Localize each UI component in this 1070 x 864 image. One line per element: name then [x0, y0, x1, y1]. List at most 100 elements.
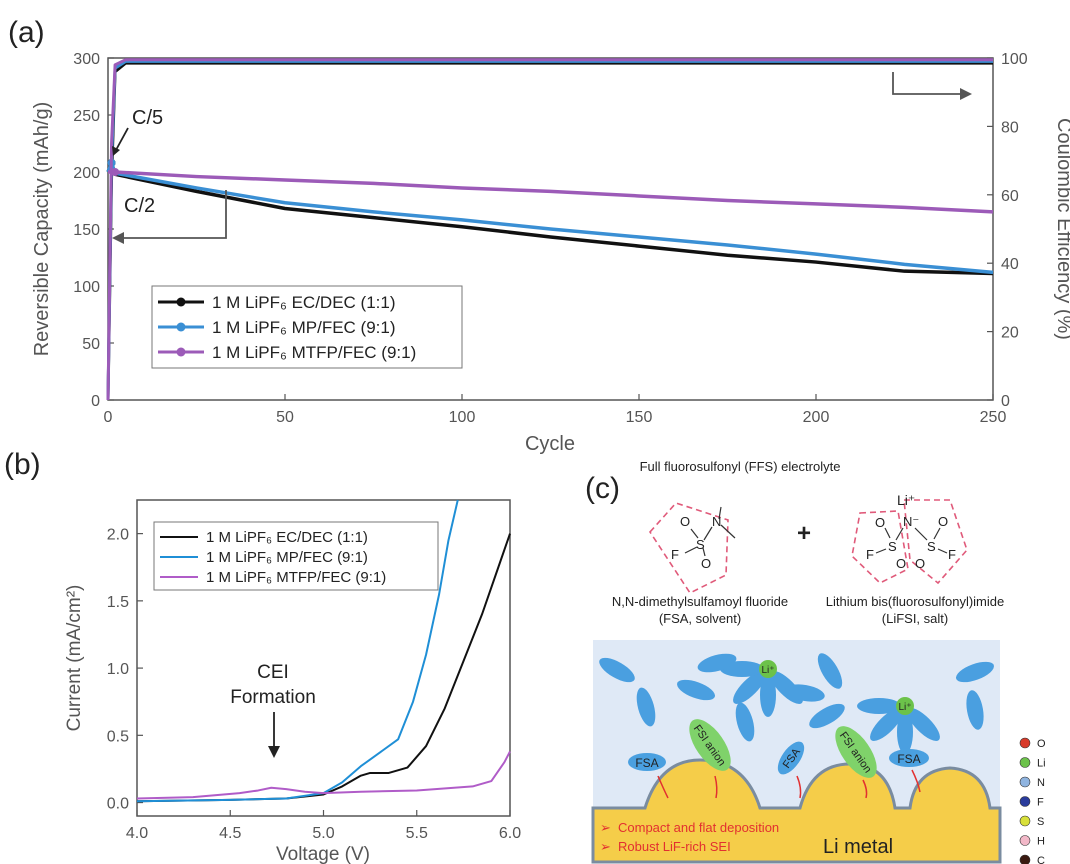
fsa-bond-n-me2	[720, 524, 736, 539]
shell-solvent	[906, 707, 940, 741]
annotation-formation: Formation	[230, 687, 316, 708]
fsa-bond-s-o-top	[690, 528, 699, 539]
lifsi-bond-5	[875, 548, 887, 554]
chart-b-xlabel: Voltage (V)	[276, 844, 370, 864]
solvent-name: N,N-dimethylsulfamoyl fluoride	[612, 594, 788, 609]
b-y-tick-label: 0.5	[107, 728, 129, 745]
lifsi-bond-4	[933, 527, 941, 540]
b-x-tick-label: 4.5	[219, 825, 241, 842]
lifsi-dashed-outline-2	[903, 499, 968, 585]
atom-legend-dot	[1019, 776, 1031, 788]
a-y2-tick-label: 20	[1001, 325, 1019, 342]
a-y-tick-label: 100	[73, 279, 100, 296]
fsa-bond-s-o-bot	[702, 547, 706, 557]
b-y-tick-label: 0.0	[107, 796, 129, 813]
fsa-bond-s-f	[684, 546, 698, 554]
a-y-tick-label: 150	[73, 222, 100, 239]
lifsi-atom-o2: O	[938, 514, 948, 529]
free-solvent	[956, 661, 994, 683]
chart-a-y2-ticks: 0 20 40 60 80 100	[987, 51, 1028, 410]
legend-b-label-2: 1 M LiPF₆ MP/FEC (9:1)	[206, 549, 368, 566]
a-y-tick-label: 250	[73, 108, 100, 125]
lifsi-li-plus: Li⁺	[897, 492, 915, 508]
shell-solvent	[733, 670, 767, 704]
lifsi-bond-1	[884, 527, 891, 539]
bullet-1: Compact and flat deposition	[618, 820, 779, 835]
b-series-3	[136, 750, 511, 800]
salt-abbr: (LiFSI, salt)	[882, 611, 948, 626]
capacity-axis-arrow	[122, 190, 227, 239]
lifsi-bond-3	[914, 527, 928, 541]
shell-solvent	[857, 698, 901, 714]
chart-b-x-ticks: 4.0 4.5 5.0 5.5 6.0	[126, 810, 521, 842]
legend-a-label-2: 1 M LiPF₆ MP/FEC (9:1)	[212, 318, 396, 337]
panel-label-c: (c)	[585, 472, 620, 505]
atom-legend-label: N	[1037, 777, 1045, 789]
a-x-tick-label: 0	[104, 409, 113, 426]
fsa-bond-s-n	[703, 526, 713, 541]
a-y-tick-label: 50	[82, 336, 100, 353]
scheme-plus: +	[797, 520, 811, 547]
annotation-c2: C/2	[124, 195, 155, 217]
free-solvent-molecules	[599, 653, 994, 742]
c5-arrow	[115, 127, 129, 151]
li-metal-label: Li metal	[823, 836, 893, 858]
atom-legend-label: Li	[1037, 758, 1046, 770]
fsa-molecule-3	[889, 749, 929, 767]
a-x-tick-label: 50	[276, 409, 294, 426]
li-ion	[896, 697, 914, 715]
li-ion-label: Li⁺	[761, 665, 774, 676]
fsa-atom-o1: O	[680, 514, 690, 529]
atom-legend-dot	[1019, 835, 1031, 846]
annotation-c5: C/5	[132, 107, 163, 129]
lifsi-atom-f1: F	[866, 547, 874, 562]
atom-legend-label: F	[1037, 797, 1044, 809]
chart-a-xlabel: Cycle	[525, 433, 575, 455]
lifsi-bond-2	[895, 527, 904, 541]
chart-b-legend: 1 M LiPF₆ EC/DEC (1:1) 1 M LiPF₆ MP/FEC …	[153, 521, 439, 591]
lifsi-bond-6	[937, 548, 948, 554]
fsa-atom-s: S	[696, 537, 705, 552]
salt-name: Lithium bis(fluorosulfonyl)imide	[826, 594, 1004, 609]
shell-solvent	[897, 710, 913, 754]
a-y2-tick-label: 60	[1001, 188, 1019, 205]
a-capacity-series-3	[108, 170, 994, 214]
chart-b-series	[136, 499, 511, 803]
red-arrow-4	[862, 779, 868, 799]
lifsi-molecule: Li⁺ O N⁻ O S S F O O F	[851, 492, 968, 585]
deposition-schematic: Li⁺Li⁺ FSA FSA FSA FSI anion FSI anion ➢…	[591, 640, 1002, 864]
panel-label-b: (b)	[4, 448, 41, 481]
legend-a-label-3: 1 M LiPF₆ MTFP/FEC (9:1)	[212, 343, 416, 362]
efficiency-axis-arrow-head	[960, 88, 972, 100]
chart-a-ylabel: Reversible Capacity (mAh/g)	[31, 102, 53, 357]
red-arrow-5	[911, 769, 921, 793]
atom-legend-dot	[1019, 796, 1031, 807]
free-solvent	[817, 653, 843, 689]
free-solvent	[636, 687, 656, 727]
fsi-anion-1	[689, 719, 731, 771]
annotation-cei: CEI	[257, 662, 289, 683]
c5-arrow-head	[112, 146, 120, 156]
free-solvent	[966, 690, 984, 730]
atom-legend-dot	[1019, 854, 1031, 864]
lifsi-dashed-outline-1	[851, 510, 909, 584]
chart-a-y-ticks: 0 50 100 150 200 250 300	[73, 51, 114, 410]
chart-b-y-ticks: 0.0 0.5 1.0 1.5 2.0	[107, 527, 143, 813]
atom-legend-dot	[1019, 815, 1031, 827]
b-y-tick-label: 1.5	[107, 594, 129, 611]
b-y-tick-label: 2.0	[107, 527, 129, 544]
bullet-1-mark: ➢	[600, 820, 611, 835]
a-y2-tick-label: 100	[1001, 51, 1028, 68]
legend-b-label-1: 1 M LiPF₆ EC/DEC (1:1)	[206, 529, 368, 546]
atom-legend-dot	[1019, 757, 1031, 768]
lifsi-atom-n: N⁻	[903, 514, 919, 529]
red-arrow-3	[796, 775, 802, 799]
scheme-title: Full fluorosulfonyl (FFS) electrolyte	[640, 459, 841, 474]
bullet-2: Robust LiF-rich SEI	[618, 839, 731, 854]
free-solvent	[809, 703, 845, 729]
chart-b: 4.0 4.5 5.0 5.5 6.0 0.0 0.5 1.0 1.5 2.0 Voltage …	[64, 499, 521, 864]
fsa-label-1: FSA	[635, 756, 658, 770]
atom-legend-dot	[1019, 737, 1031, 749]
